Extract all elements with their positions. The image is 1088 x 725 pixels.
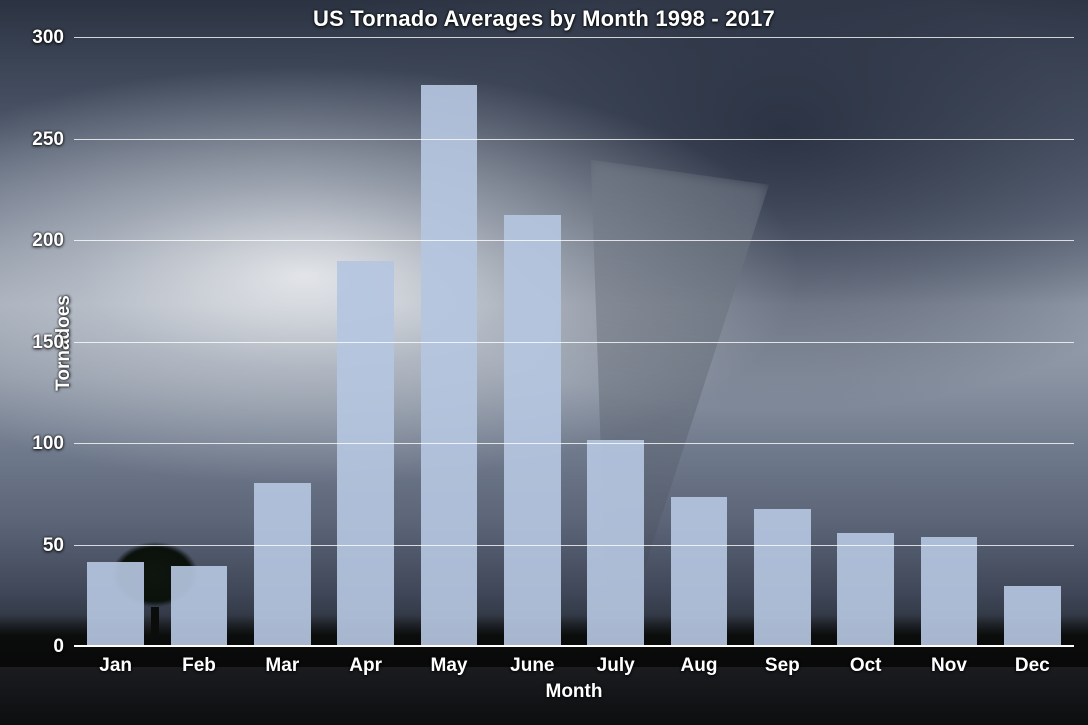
x-tick-label: Mar	[265, 647, 299, 677]
grid-line	[74, 240, 1074, 241]
x-tick-label: June	[510, 647, 554, 677]
bar-jan	[87, 562, 144, 647]
bar-aug	[671, 497, 728, 647]
y-tick-label: 50	[43, 535, 74, 557]
x-tick-label: Feb	[182, 647, 216, 677]
bar-july	[587, 440, 644, 647]
grid-line	[74, 443, 1074, 444]
bar-dec	[1004, 586, 1061, 647]
bar-june	[504, 215, 561, 647]
bar-may	[421, 85, 478, 647]
bar-nov	[921, 537, 978, 647]
grid-line	[74, 342, 1074, 343]
y-tick-label: 300	[32, 27, 74, 49]
x-axis-title: Month	[74, 681, 1074, 703]
y-tick-label: 200	[32, 230, 74, 252]
bar-apr	[337, 261, 394, 647]
grid-line	[74, 37, 1074, 38]
x-tick-label: July	[597, 647, 635, 677]
x-tick-label: Oct	[850, 647, 882, 677]
x-tick-label: Nov	[931, 647, 967, 677]
bar-mar	[254, 483, 311, 647]
tornado-bar-chart: US Tornado Averages by Month 1998 - 2017…	[0, 0, 1088, 725]
plot-area: Tornadoes Month 050100150200250300JanFeb…	[74, 38, 1074, 647]
x-tick-label: Apr	[349, 647, 382, 677]
y-tick-label: 100	[32, 433, 74, 455]
x-tick-label: Aug	[681, 647, 718, 677]
chart-title: US Tornado Averages by Month 1998 - 2017	[0, 6, 1088, 32]
grid-line	[74, 139, 1074, 140]
x-tick-label: Jan	[99, 647, 132, 677]
bar-feb	[171, 566, 228, 647]
x-tick-label: Dec	[1015, 647, 1050, 677]
bar-sep	[754, 509, 811, 647]
y-tick-label: 250	[32, 129, 74, 151]
x-axis-baseline	[74, 645, 1074, 647]
x-tick-label: May	[431, 647, 468, 677]
x-tick-label: Sep	[765, 647, 800, 677]
y-tick-label: 150	[32, 332, 74, 354]
bars-container	[74, 38, 1074, 647]
bar-oct	[837, 533, 894, 647]
y-tick-label: 0	[53, 636, 74, 658]
grid-line	[74, 545, 1074, 546]
